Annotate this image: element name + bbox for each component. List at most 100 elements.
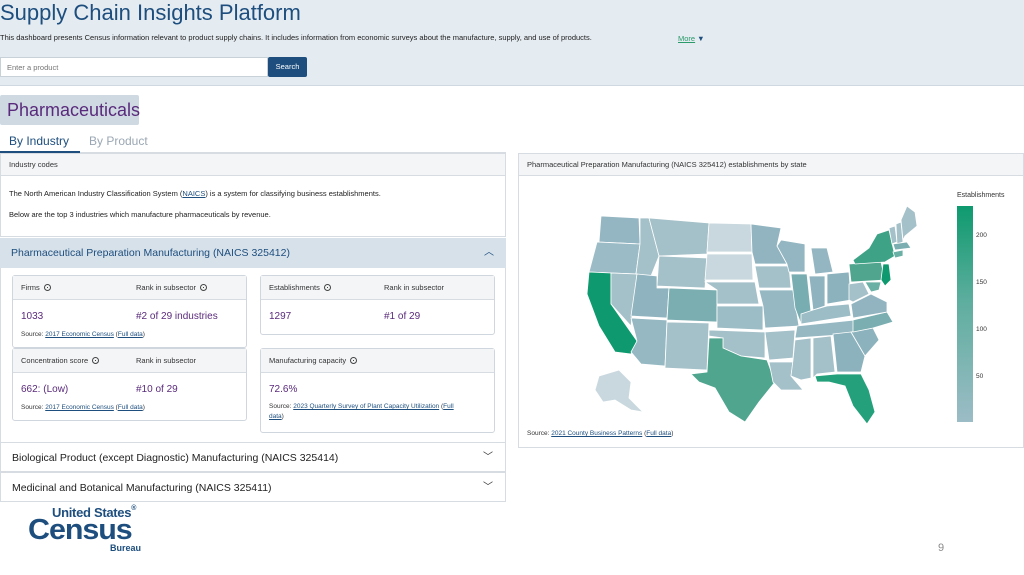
accordion-item-325412[interactable]: Pharmaceutical Preparation Manufacturing… (0, 238, 506, 268)
state-maine[interactable] (900, 205, 918, 242)
state-florida[interactable] (814, 373, 876, 425)
firms-rank: #2 of 29 industries (136, 311, 218, 322)
state-wyoming[interactable] (656, 255, 708, 289)
state-kansas[interactable] (716, 305, 764, 331)
state-montana[interactable] (648, 217, 710, 257)
state-indiana[interactable] (808, 275, 826, 311)
info-icon[interactable] (43, 284, 51, 291)
industry-codes-heading: Industry codes (1, 154, 505, 176)
state-colorado[interactable] (666, 287, 718, 323)
state-north-dakota[interactable] (706, 222, 753, 253)
firms-label: Firms (21, 276, 51, 300)
paren: ) (281, 413, 284, 420)
info-icon[interactable] (350, 357, 358, 364)
state-wisconsin[interactable] (776, 239, 806, 273)
header-band: Supply Chain Insights Platform This dash… (0, 0, 1024, 86)
state-pennsylvania[interactable] (848, 261, 886, 283)
state-kentucky[interactable] (800, 303, 852, 325)
rank-label: Rank in subsector (136, 276, 208, 300)
label-text: Firms (21, 283, 40, 292)
state-nevada[interactable] (610, 272, 638, 327)
contiguous-us (586, 205, 918, 425)
state-maryland[interactable] (864, 281, 882, 293)
product-search-input[interactable] (0, 57, 268, 77)
state-ohio[interactable] (826, 271, 852, 305)
full-data-link[interactable]: Full data (117, 331, 143, 338)
county-business-patterns-link[interactable]: 2021 County Business Patterns (551, 430, 643, 437)
state-south-dakota[interactable] (704, 253, 754, 281)
top-industries-note: Below are the top 3 industries which man… (9, 210, 271, 219)
state-alaska[interactable] (594, 369, 645, 413)
search-button[interactable]: Search (268, 57, 307, 77)
page-title: Pharmaceuticals (0, 95, 140, 125)
paren: ( (113, 331, 118, 338)
state-oregon[interactable] (588, 241, 641, 275)
state-arizona[interactable] (630, 317, 668, 367)
accordion-title: Pharmaceutical Preparation Manufacturing… (11, 247, 290, 259)
dashboard-description: This dashboard presents Census informati… (0, 33, 592, 42)
naics-description: The North American Industry Classificati… (9, 189, 381, 199)
label-text: Rank in subsector (384, 283, 445, 292)
full-data-link[interactable]: Full (443, 403, 454, 410)
state-nebraska[interactable] (703, 281, 760, 305)
establishments-rank: #1 of 29 (384, 311, 421, 322)
capacity-source: Source: 2023 Quarterly Survey of Plant C… (269, 403, 454, 410)
accordion-item-325411[interactable]: Medicinal and Botanical Manufacturing (N… (0, 472, 506, 502)
economic-census-link[interactable]: 2017 Economic Census (45, 331, 114, 338)
state-massachusetts[interactable] (892, 241, 912, 251)
naics-link[interactable]: NAICS (182, 189, 206, 198)
legend-colorbar (957, 206, 973, 422)
state-georgia[interactable] (832, 331, 866, 373)
app-title: Supply Chain Insights Platform (0, 0, 301, 25)
state-mississippi[interactable] (790, 337, 812, 381)
establishments-value: 1297 (269, 311, 292, 322)
state-new-jersey[interactable] (880, 263, 892, 287)
tab-by-product[interactable]: By Product (89, 134, 148, 148)
state-alabama[interactable] (812, 335, 836, 379)
paren: ) (142, 331, 145, 338)
label-text: Rank in subsector (136, 356, 197, 365)
full-data-link[interactable]: Full data (646, 430, 672, 437)
accordion-title: Biological Product (except Diagnostic) M… (12, 452, 339, 464)
state-michigan[interactable] (810, 247, 834, 275)
concentration-source: Source: 2017 Economic Census (Full data) (21, 403, 145, 412)
state-iowa[interactable] (754, 265, 792, 289)
state-connecticut[interactable] (892, 249, 904, 259)
card-header: Establishments Rank in subsector (261, 276, 494, 300)
page-number: 9 (938, 542, 945, 554)
more-link[interactable]: More ▼ (678, 34, 705, 44)
tab-by-industry[interactable]: By Industry (9, 134, 70, 148)
state-missouri[interactable] (758, 289, 800, 329)
legend-tick: 50 (976, 373, 984, 380)
concentration-rank: #10 of 29 (136, 384, 178, 395)
capacity-survey-link[interactable]: 2023 Quarterly Survey of Plant Capacity … (293, 403, 440, 410)
state-new-mexico[interactable] (664, 321, 710, 371)
state-west-virginia[interactable] (848, 281, 870, 303)
legend-tick: 100 (976, 326, 987, 333)
source-prefix: Source: (21, 331, 46, 338)
label-text: Establishments (269, 283, 320, 292)
naics-text-after: ) is a system for classifying business e… (205, 189, 381, 198)
state-new-york[interactable] (852, 229, 896, 265)
economic-census-link[interactable]: 2017 Economic Census (45, 404, 114, 411)
state-arkansas[interactable] (764, 329, 796, 361)
state-texas[interactable] (690, 337, 776, 423)
capacity-label: Manufacturing capacity (269, 349, 358, 373)
tab-divider (0, 152, 506, 153)
legend-tick: 200 (976, 232, 987, 239)
card-header: Concentration score Rank in subsector (13, 349, 246, 373)
state-virginia[interactable] (850, 293, 888, 319)
info-icon[interactable] (200, 284, 208, 291)
info-icon[interactable] (323, 284, 331, 291)
full-data-link[interactable]: data (269, 413, 282, 420)
naics-text-before: The North American Industry Classificati… (9, 189, 183, 198)
info-icon[interactable] (92, 357, 100, 364)
more-label[interactable]: More (678, 34, 696, 43)
state-washington[interactable] (598, 215, 641, 245)
establishments-label: Establishments (269, 276, 331, 300)
state-new-hampshire[interactable] (895, 221, 904, 245)
full-data-link[interactable]: Full data (117, 404, 143, 411)
firms-value: 1033 (21, 311, 44, 322)
accordion-item-325414[interactable]: Biological Product (except Diagnostic) M… (0, 442, 506, 472)
legend-tick: 150 (976, 279, 987, 286)
